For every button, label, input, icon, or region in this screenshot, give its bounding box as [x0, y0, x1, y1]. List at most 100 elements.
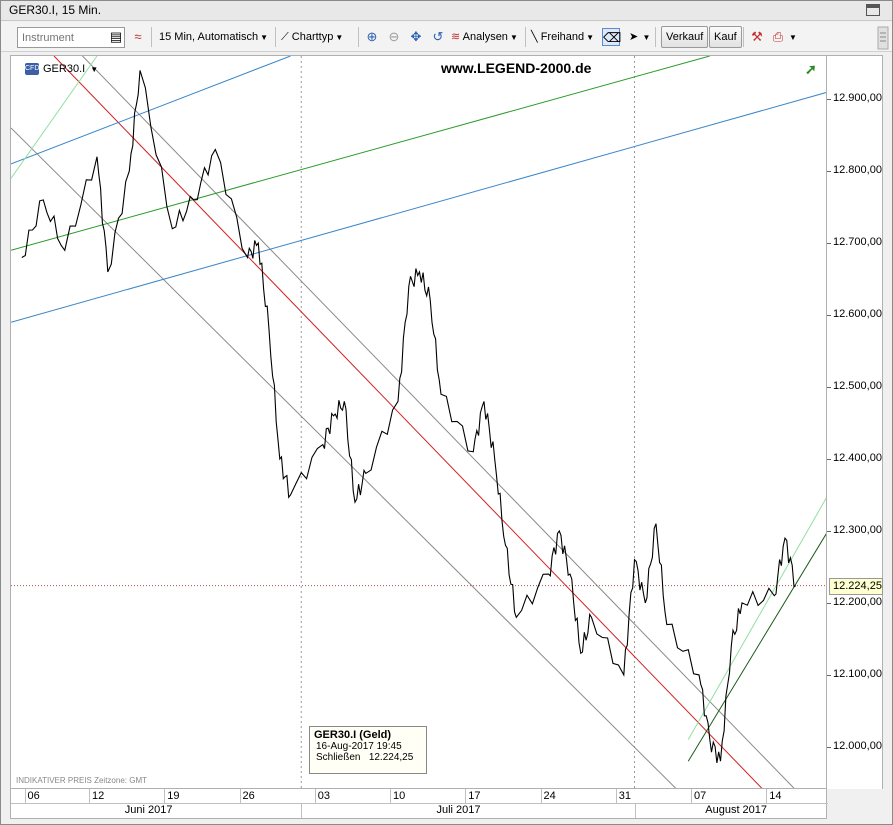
print-icon[interactable]: ⎙ — [772, 29, 784, 44]
move-icon[interactable]: ✥ — [410, 29, 422, 44]
kauf-button[interactable]: Kauf — [709, 26, 742, 48]
watermark-site: www.LEGEND-2000.de — [441, 60, 592, 76]
chevron-down-icon: ▼ — [335, 33, 344, 42]
toolbar-divider — [151, 27, 152, 47]
day-tick-label: 31 — [618, 790, 631, 802]
draw-line-icon: ╲ — [531, 31, 538, 43]
reset-icon[interactable]: ↺ — [432, 29, 444, 44]
day-tick — [164, 789, 166, 804]
price-axis-label: 12.500,00 — [833, 380, 882, 393]
date-axis[interactable]: 06 12 19 26 03 10 17 24 31 07 14 Juni 2017 Juli 201… — [10, 789, 828, 819]
line-chart-icon: ⟋ — [281, 31, 289, 43]
day-tick-label: 10 — [393, 790, 406, 802]
more-dropdown[interactable]: ▼ — [787, 26, 797, 48]
cursor-dropdown[interactable]: ➤ ▼ — [629, 26, 650, 48]
day-tick-label: 26 — [242, 790, 255, 802]
zoom-out-icon[interactable]: ⊖ — [388, 29, 400, 44]
price-axis-label: 12.200,00 — [833, 595, 882, 608]
eraser-icon[interactable]: ⌫ — [602, 28, 622, 46]
chevron-down-icon: ▼ — [260, 33, 268, 42]
interval-mode: Automatisch — [197, 31, 259, 43]
current-price-label: 12.224,25 — [829, 577, 883, 595]
chart-plot-area[interactable]: CFD GER30.I ▼ www.LEGEND-2000.de ➚ INDIKA… — [10, 55, 827, 789]
blue-channel-lower — [11, 92, 826, 323]
day-tick — [390, 789, 391, 804]
price-series-line — [21, 70, 797, 763]
chevron-down-icon: ▼ — [789, 33, 797, 42]
compare-icon[interactable]: ≈ — [134, 29, 142, 44]
toolbar-divider — [525, 27, 526, 47]
price-axis-label: 12.400,00 — [833, 451, 882, 464]
price-axis-tick — [827, 530, 831, 532]
toolbar-divider — [743, 27, 744, 47]
chevron-down-icon: ▼ — [90, 65, 99, 74]
light-green-trendline — [11, 56, 98, 179]
price-axis-tick — [827, 387, 831, 389]
month-tick — [301, 804, 303, 818]
chevron-down-icon: ▼ — [586, 33, 595, 42]
month-label: Juli 2017 — [436, 804, 481, 816]
price-tooltip: GER30.I (Geld) 16-Aug-2017 19:45 Schließ… — [309, 726, 427, 774]
maximize-icon[interactable] — [866, 4, 880, 16]
freihand-dropdown[interactable]: ╲ Freihand ▼ — [531, 26, 594, 48]
instrument-list-icon[interactable]: ▤ — [109, 29, 123, 44]
day-ticks-row: 06 12 19 26 03 10 17 24 31 07 14 — [11, 789, 828, 804]
day-tick — [766, 789, 768, 804]
toolbar-divider — [655, 27, 656, 47]
zoom-in-icon[interactable]: ⊕ — [366, 29, 378, 44]
analysen-dropdown[interactable]: ≋ Analysen ▼ — [451, 26, 518, 48]
price-axis-tick — [827, 674, 831, 676]
interval-dropdown[interactable]: 15 Min, Automatisch ▼ — [159, 26, 268, 48]
charttype-dropdown[interactable]: ⟋ Charttyp ▼ — [281, 26, 343, 48]
day-tick — [615, 789, 617, 804]
day-tick-label: 12 — [92, 790, 105, 802]
instrument-search-input[interactable] — [17, 27, 125, 48]
price-axis-label: 12.300,00 — [833, 523, 882, 536]
price-axis-label: 12.600,00 — [833, 308, 882, 321]
tooltip-close-value: 12.224,25 — [368, 752, 414, 763]
toolbar-scroll-handle[interactable] — [877, 25, 891, 51]
day-tick — [540, 789, 542, 804]
price-axis-tick — [827, 458, 831, 460]
price-axis-label: 12.800,00 — [833, 164, 882, 177]
toolbar: ▤ ≈ 15 Min, Automatisch▼ ⟋ Charttyp▼ ⊕ ⊖… — [1, 22, 892, 52]
chevron-down-icon: ▼ — [640, 33, 651, 42]
instrument-selector[interactable]: CFD GER30.I ▼ — [25, 63, 99, 76]
cfd-icon: CFD — [25, 63, 39, 76]
price-axis-label: 12.000,00 — [833, 739, 882, 752]
uptrend-line — [687, 533, 826, 762]
tooltip-close-row: Schließen 12.224,25 — [316, 752, 422, 763]
red-trendline — [53, 56, 763, 788]
price-axis-tick — [827, 602, 831, 604]
indicator-icon[interactable]: ⚒ — [751, 29, 763, 44]
tooltip-datetime: 16-Aug-2017 19:45 — [316, 741, 402, 752]
gray-channel-lower — [11, 127, 677, 788]
chevron-down-icon: ▼ — [509, 33, 518, 42]
price-axis-label: 12.100,00 — [833, 667, 882, 680]
analysen-label: Analysen — [462, 31, 508, 43]
uptrend-line-light — [687, 497, 826, 740]
verkauf-button[interactable]: Verkauf — [661, 26, 709, 48]
price-axis-tick — [827, 171, 831, 173]
day-tick — [465, 789, 467, 804]
cursor-icon: ➤ — [629, 31, 639, 43]
price-axis-label: 12.900,00 — [833, 92, 882, 105]
day-tick — [89, 789, 90, 804]
instrument-name: GER30.I — [43, 63, 86, 75]
month-labels-row: Juni 2017 Juli 2017 August 2017 — [11, 804, 828, 818]
freihand-label: Freihand — [540, 31, 585, 43]
tooltip-close-label: Schließen — [316, 752, 361, 763]
price-axis[interactable]: 12.224,25 12.900,00 12.800,00 12.700,00 12.… — [827, 55, 883, 789]
day-tick-label: 06 — [27, 790, 40, 802]
price-axis-tick — [827, 99, 831, 101]
day-tick — [239, 789, 241, 804]
tooltip-title: GER30.I (Geld) — [314, 729, 392, 741]
price-chart[interactable] — [11, 56, 827, 789]
price-axis-label: 12.700,00 — [833, 236, 882, 249]
month-label: Juni 2017 — [124, 804, 173, 816]
day-tick-label: 07 — [694, 790, 707, 802]
trend-up-icon[interactable]: ➚ — [805, 61, 817, 77]
blue-channel-upper — [11, 56, 291, 165]
charttype-label: Charttyp — [291, 31, 334, 43]
